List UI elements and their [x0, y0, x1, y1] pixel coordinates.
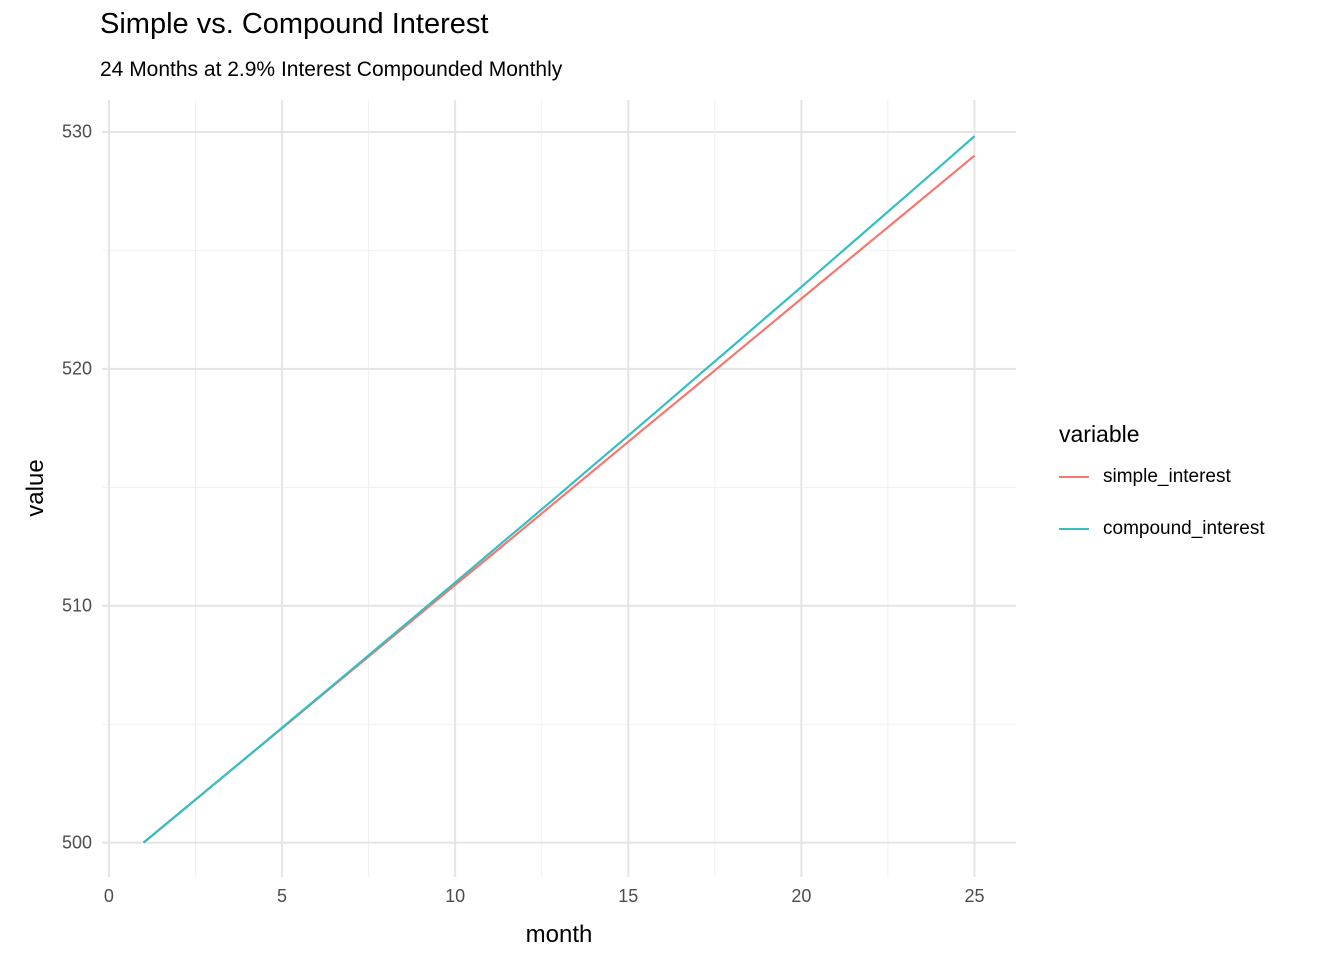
simple-interest-line-swatch [1059, 475, 1089, 479]
legend-item-label: simple_interest [1103, 466, 1231, 487]
y-tick-label: 500 [61, 832, 92, 853]
x-tick-label: 5 [277, 886, 288, 906]
y-tick-label: 520 [61, 358, 92, 379]
x-tick-label: 10 [445, 886, 466, 906]
x-tick-label: 20 [791, 886, 812, 906]
x-tick-label: 0 [103, 886, 114, 906]
legend-item-simple-interest: simple_interest [1059, 466, 1339, 488]
y-axis-title: value [22, 459, 49, 517]
legend-title: variable [1059, 421, 1140, 447]
y-tick-label: 510 [61, 595, 92, 616]
x-tick-label: 25 [964, 886, 985, 906]
chart-title: Simple vs. Compound Interest [100, 8, 489, 40]
y-tick-label: 530 [61, 121, 92, 142]
legend-item-compound-interest: compound_interest [1059, 518, 1339, 540]
chart-subtitle: 24 Months at 2.9% Interest Compounded Mo… [100, 58, 563, 81]
x-axis-title: month [525, 921, 593, 948]
compound-interest-line-swatch [1059, 527, 1089, 531]
legend-item-label: compound_interest [1103, 518, 1265, 539]
series-line-compound_interest [142, 135, 976, 844]
x-tick-label: 15 [618, 886, 639, 906]
legend: variable simple_interest compound_intere… [1059, 421, 1339, 570]
